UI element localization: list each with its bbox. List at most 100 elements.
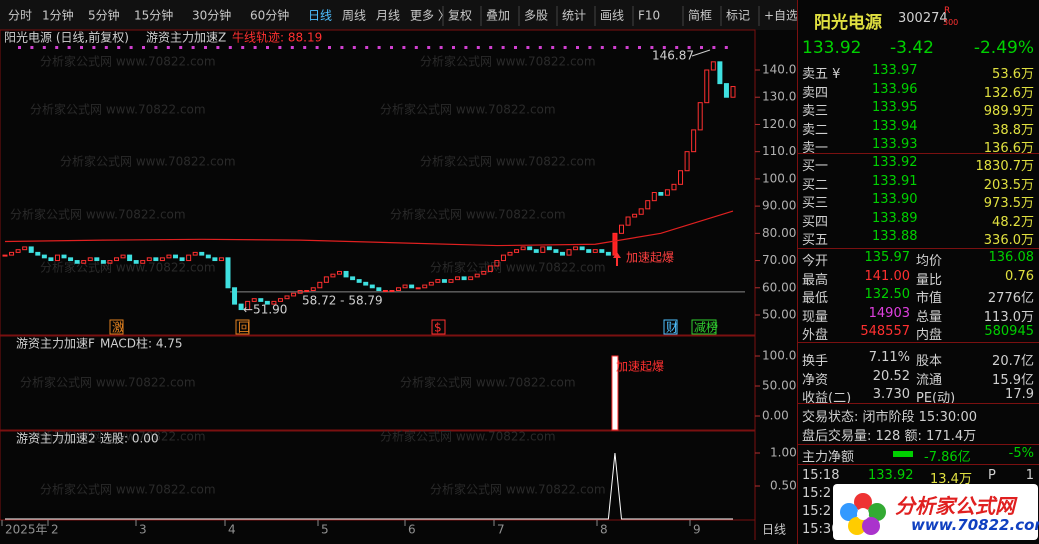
signal-dot xyxy=(414,46,418,49)
period-tab[interactable]: 周线 xyxy=(342,9,366,23)
period-tab[interactable]: 5分钟 xyxy=(88,8,120,23)
candle xyxy=(186,254,192,262)
logo: 分析家公式网 www.70822.com xyxy=(833,484,1039,540)
field: 卖四 xyxy=(802,85,829,101)
tool-button[interactable]: 多股 xyxy=(524,9,548,23)
tool-button[interactable]: F10 xyxy=(638,9,660,23)
signal-dot xyxy=(650,46,654,49)
field: 141.00 xyxy=(864,268,911,284)
candle xyxy=(573,246,579,251)
field: 300274 xyxy=(898,11,948,26)
watermark: 分析家公式网 www.70822.com xyxy=(380,102,556,117)
signal-label: 加速起爆 xyxy=(616,360,664,374)
signal-dot xyxy=(352,46,356,49)
signal-dot xyxy=(439,46,443,49)
tool-button[interactable]: 简框 xyxy=(688,9,712,23)
field: 133.91 xyxy=(872,173,918,189)
candle xyxy=(153,257,159,262)
ask-row: 卖三 133.95 989.9万 xyxy=(798,100,1038,119)
candle xyxy=(435,279,441,283)
field: 133.97 xyxy=(872,63,918,78)
field: 15.9亿 xyxy=(992,372,1034,388)
signal-dot xyxy=(18,46,21,49)
candle xyxy=(704,69,710,104)
signal-dot xyxy=(452,46,455,49)
signal-dot xyxy=(402,46,406,49)
quote-panel: 阳光电源 300274 R 300 133.92 -3.42 -2.49% 卖五 ¥ 133.9… xyxy=(797,0,1039,544)
signal-dot xyxy=(179,46,183,49)
watermark: 分析家公式网 www.70822.com xyxy=(20,375,196,390)
signal-dot xyxy=(80,46,83,49)
candle xyxy=(376,287,382,291)
tool-button[interactable]: 复权 xyxy=(448,9,472,23)
candle xyxy=(264,300,270,305)
tool-button[interactable]: 画线 xyxy=(600,9,624,23)
signal-dot xyxy=(253,46,257,49)
net-flow-row: 主力净额 -7.86亿 -5% xyxy=(798,446,1038,465)
field: 300 xyxy=(943,18,959,27)
period-tab[interactable]: 日线 xyxy=(308,9,332,23)
signal-arrow xyxy=(613,252,621,266)
watermark: 分析家公式网 www.70822.com xyxy=(430,482,606,497)
field: -5% xyxy=(1008,446,1034,461)
y-tick-label: 0.50 xyxy=(770,479,797,493)
field: 989.9万 xyxy=(983,104,1034,119)
signal-dot xyxy=(166,46,170,49)
period-tab[interactable]: 30分钟 xyxy=(192,8,231,23)
signal-dot xyxy=(129,46,133,49)
field: 580945 xyxy=(984,324,1034,340)
y-tick-label: 0.00 xyxy=(762,409,789,423)
candle xyxy=(41,254,47,259)
period-tab[interactable]: 月线 xyxy=(376,9,400,23)
stat-row: 最高 141.00 量比 0.76 xyxy=(798,268,1038,288)
candle xyxy=(553,249,559,253)
signal-dot xyxy=(290,46,294,49)
x-tick-label: 4 xyxy=(228,523,236,537)
candle xyxy=(54,254,60,262)
stat-row: 现量 14903 总量 113.0万 xyxy=(798,306,1038,325)
field: 0.76 xyxy=(1005,268,1034,284)
field: 2776亿 xyxy=(987,291,1034,307)
candle xyxy=(612,232,618,256)
field: 最高 xyxy=(802,272,829,288)
field: 133.94 xyxy=(872,118,918,134)
field: 135.97 xyxy=(864,250,911,265)
field: 卖一 xyxy=(802,141,829,156)
tool-button[interactable]: 标记 xyxy=(726,9,750,23)
candle xyxy=(277,298,283,302)
field: 133.92 xyxy=(802,38,862,58)
x-tick-label: 6 xyxy=(408,523,416,537)
candle xyxy=(297,290,303,294)
y-tick-label: 1.00 xyxy=(770,446,797,460)
candle xyxy=(166,254,172,259)
candle xyxy=(546,246,552,251)
after-hours-row: 盘后交易量: 128 额: 171.4万 xyxy=(798,425,1038,444)
candle xyxy=(645,200,651,210)
period-tab[interactable]: 60分钟 xyxy=(250,8,289,23)
candle xyxy=(658,192,664,196)
candle xyxy=(455,276,461,281)
field: 13.4万 xyxy=(930,472,972,487)
bid-row: 买二 133.91 203.5万 xyxy=(798,173,1038,193)
field: 48.2万 xyxy=(992,214,1034,230)
field: 换手 xyxy=(802,354,829,369)
pointer xyxy=(691,49,711,57)
divider xyxy=(798,464,1039,465)
tool-button[interactable]: 统计 xyxy=(562,9,586,23)
signal-dot xyxy=(55,46,59,49)
x-tick-label: 7 xyxy=(497,523,505,537)
y-tick-label: 130.0 xyxy=(762,90,796,104)
y-tick-label: 140.0 xyxy=(762,63,796,77)
tool-button[interactable]: +自选 xyxy=(764,9,797,23)
period-tab[interactable]: 15分钟 xyxy=(134,8,173,23)
trade-row: 15:30 xyxy=(798,522,1038,540)
period-tab[interactable]: 1分钟 xyxy=(42,8,74,23)
tool-button[interactable]: 叠加 xyxy=(486,9,510,23)
field: 133.93 xyxy=(872,137,918,152)
period-tab[interactable]: 更多 〉 xyxy=(410,9,450,23)
candle xyxy=(500,254,506,262)
candle xyxy=(100,260,106,264)
candle xyxy=(691,129,697,153)
ask-row: 卖四 133.96 132.6万 xyxy=(798,82,1038,101)
period-tab[interactable]: 分时 xyxy=(8,9,32,23)
